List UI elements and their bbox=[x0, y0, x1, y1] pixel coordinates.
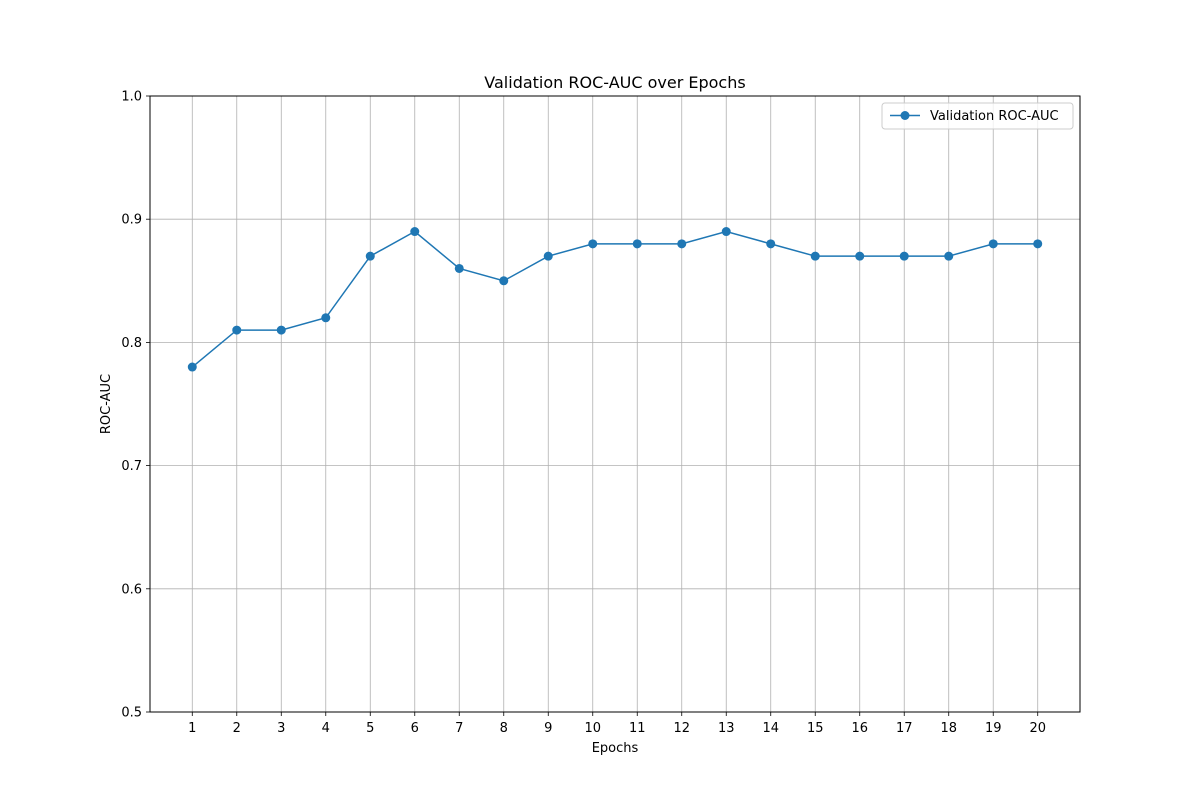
data-point bbox=[276, 325, 286, 335]
legend-marker-swatch bbox=[900, 111, 910, 120]
x-tick-label: 17 bbox=[896, 721, 913, 736]
x-tick-label: 5 bbox=[366, 721, 374, 736]
plot-area-frame bbox=[149, 95, 1081, 713]
x-tick-label: 13 bbox=[718, 721, 735, 736]
x-tick-label: 6 bbox=[411, 721, 419, 736]
x-axis-label: Epochs bbox=[592, 741, 639, 756]
x-tick-label: 15 bbox=[807, 721, 824, 736]
x-tick-label: 11 bbox=[629, 721, 646, 736]
y-axis-label: ROC-AUC bbox=[99, 374, 114, 434]
data-point bbox=[232, 325, 242, 335]
data-point bbox=[677, 239, 687, 249]
data-point bbox=[187, 362, 197, 372]
data-point bbox=[766, 239, 776, 249]
y-tick-label: 0.5 bbox=[121, 706, 142, 721]
data-point bbox=[721, 227, 731, 237]
legend: Validation ROC-AUC bbox=[881, 102, 1074, 130]
axis-ticks: 1 2 3 4 5 6 7 8 9 10 11 12 13 14 15 16 17 18 19 200.50.60.7… bbox=[121, 90, 1046, 737]
legend-label: Validation ROC-AUC bbox=[930, 109, 1059, 124]
x-tick-label: 19 bbox=[985, 721, 1002, 736]
data-point bbox=[810, 251, 820, 261]
y-tick-label: 0.8 bbox=[121, 336, 142, 351]
x-tick-label: 8 bbox=[500, 721, 508, 736]
x-tick-label: 1 bbox=[188, 721, 196, 736]
x-tick-label: 3 bbox=[277, 721, 285, 736]
data-point bbox=[632, 239, 642, 249]
x-tick-label: 10 bbox=[584, 721, 601, 736]
y-tick-label: 0.9 bbox=[121, 213, 142, 228]
data-point bbox=[454, 263, 464, 273]
chart-title: Validation ROC-AUC over Epochs bbox=[484, 73, 745, 92]
data-point bbox=[365, 251, 375, 261]
x-tick-label: 4 bbox=[322, 721, 330, 736]
x-tick-label: 20 bbox=[1029, 721, 1046, 736]
data-point bbox=[410, 227, 420, 237]
x-tick-label: 9 bbox=[544, 721, 552, 736]
x-tick-label: 7 bbox=[455, 721, 463, 736]
data-point bbox=[944, 251, 954, 261]
legend-box bbox=[881, 102, 1074, 130]
y-tick-label: 0.6 bbox=[121, 582, 142, 597]
x-tick-label: 16 bbox=[851, 721, 868, 736]
data-point bbox=[588, 239, 598, 249]
data-point bbox=[899, 251, 909, 261]
x-tick-label: 18 bbox=[940, 721, 957, 736]
y-tick-label: 1.0 bbox=[121, 90, 142, 105]
x-tick-label: 12 bbox=[673, 721, 690, 736]
series-layer bbox=[187, 227, 1043, 372]
data-point bbox=[855, 251, 865, 261]
data-point bbox=[988, 239, 998, 249]
data-point bbox=[321, 313, 331, 323]
data-point bbox=[543, 251, 553, 261]
y-tick-label: 0.7 bbox=[121, 459, 142, 474]
x-tick-label: 14 bbox=[762, 721, 779, 736]
series-line bbox=[191, 230, 1038, 368]
data-point bbox=[1033, 239, 1043, 249]
data-point bbox=[499, 276, 509, 286]
x-tick-label: 2 bbox=[233, 721, 241, 736]
